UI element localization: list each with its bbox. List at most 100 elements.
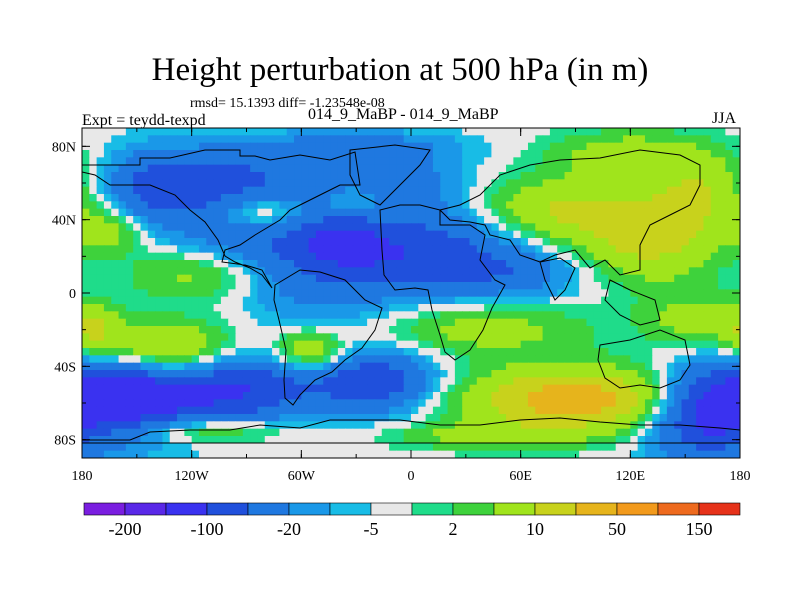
contour-cell [169, 348, 178, 356]
contour-cell [564, 245, 573, 254]
contour-cell [359, 384, 368, 393]
contour-cell [403, 186, 412, 195]
contour-cell [272, 384, 280, 393]
contour-cell [389, 157, 397, 166]
contour-cell [615, 157, 624, 166]
contour-cell [418, 216, 427, 224]
contour-cell [586, 150, 595, 158]
contour-cell [155, 355, 164, 364]
contour-cell [286, 274, 295, 283]
contour-cell [513, 179, 522, 188]
contour-cell [418, 223, 427, 232]
contour-cell [462, 304, 471, 312]
contour-cell [652, 392, 661, 400]
contour-cell [418, 282, 427, 290]
contour-cell [506, 392, 514, 400]
contour-cell [396, 406, 405, 415]
contour-cell [652, 406, 661, 415]
contour-cell [140, 157, 149, 166]
contour-cell [374, 296, 383, 305]
contour-cell [118, 282, 127, 290]
contour-cell [330, 340, 339, 349]
contour-cell [703, 333, 712, 342]
contour-cell [586, 326, 595, 334]
contour-cell [155, 252, 164, 261]
contour-cell [308, 252, 317, 261]
contour-cell [257, 128, 266, 136]
contour-cell [308, 289, 317, 298]
contour-cell [177, 216, 185, 224]
contour-cell [564, 164, 573, 173]
contour-cell [359, 450, 368, 458]
contour-cell [703, 318, 712, 327]
contour-cell [564, 230, 573, 239]
contour-cell [586, 267, 595, 276]
contour-cell [242, 186, 251, 195]
contour-cell [659, 135, 668, 144]
contour-cell [352, 282, 361, 290]
contour-cell [125, 428, 134, 437]
contour-cell [330, 223, 339, 232]
contour-cell [191, 238, 200, 246]
contour-cell [520, 362, 529, 371]
contour-cell [696, 392, 705, 400]
contour-cell [732, 230, 740, 239]
contour-cell [103, 392, 112, 400]
contour-cell [279, 370, 288, 378]
contour-cell [147, 260, 156, 268]
contour-cell [579, 362, 588, 371]
contour-cell [323, 392, 332, 400]
contour-cell [432, 282, 441, 290]
contour-cell [484, 340, 493, 349]
contour-cell [403, 370, 412, 378]
contour-cell [666, 304, 675, 312]
contour-cell [491, 267, 500, 276]
contour-cell [535, 333, 544, 342]
contour-cell [272, 421, 280, 430]
contour-cell [608, 348, 617, 356]
contour-cell [710, 399, 719, 408]
contour-cell [381, 260, 390, 268]
contour-cell [527, 355, 536, 364]
contour-cell [535, 267, 544, 276]
contour-cell [644, 348, 653, 356]
contour-cell [513, 201, 522, 210]
contour-cell [623, 443, 631, 452]
contour-cell [118, 135, 127, 144]
contour-cell [323, 384, 332, 393]
contour-cell [491, 406, 500, 415]
contour-cell [184, 355, 193, 364]
contour-cell [213, 399, 222, 408]
contour-cell [674, 172, 683, 180]
contour-cell [718, 245, 726, 254]
contour-cell [367, 216, 376, 224]
contour-cell [484, 208, 493, 217]
contour-cell [381, 230, 390, 239]
contour-cell [564, 135, 573, 144]
contour-cell [125, 304, 134, 312]
contour-cell [286, 436, 295, 444]
contour-cell [418, 355, 427, 364]
contour-cell [593, 362, 602, 371]
contour-cell [359, 370, 368, 378]
contour-cell [96, 392, 105, 400]
contour-cell [593, 252, 602, 261]
contour-cell [681, 414, 690, 422]
contour-cell [367, 348, 376, 356]
contour-cell [242, 428, 251, 437]
contour-cell [564, 128, 573, 136]
contour-cell [352, 296, 361, 305]
contour-cell [571, 304, 580, 312]
contour-cell [169, 311, 178, 320]
contour-cell [652, 333, 661, 342]
contour-cell [601, 164, 609, 173]
contour-cell [440, 164, 449, 173]
contour-cell [294, 172, 302, 180]
contour-cell [389, 142, 397, 151]
contour-cell [484, 333, 493, 342]
contour-cell [549, 194, 558, 202]
contour-cell [659, 282, 668, 290]
contour-cell [608, 274, 617, 283]
contour-cell [103, 340, 112, 349]
contour-cell [571, 194, 580, 202]
